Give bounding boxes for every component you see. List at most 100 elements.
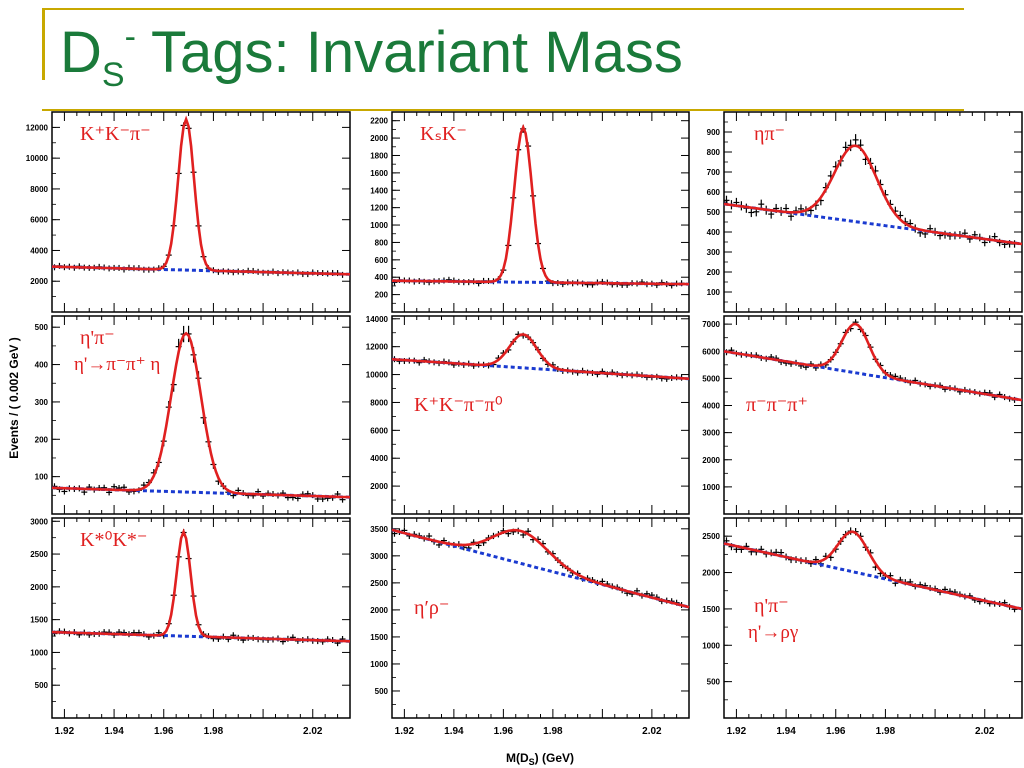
y-axis-label: Events / ( 0.002 GeV ): [7, 337, 21, 458]
ytick-label: 2000: [370, 134, 388, 143]
ytick-label: 600: [707, 188, 721, 197]
decay-label: K*⁰K*⁻: [80, 529, 147, 551]
ytick-label: 1400: [370, 186, 388, 195]
xtick-label: 1.94: [104, 726, 124, 737]
title-rule-left: [42, 8, 45, 80]
panel-3: 100 200 300 400 500 600 700 800 900 ηπ⁻: [707, 111, 1023, 313]
decay-label: KₛK⁻: [420, 123, 467, 145]
ytick-label: 4000: [370, 454, 388, 463]
signal-fit-line: [392, 124, 690, 286]
xtick-label: 1.96: [826, 726, 846, 737]
ytick-label: 800: [375, 238, 389, 247]
title-rule-top: [42, 8, 964, 10]
ytick-label: 1800: [370, 151, 388, 160]
xtick-label: 2.02: [975, 726, 995, 737]
ytick-label: 2000: [30, 583, 48, 592]
xtick-label: 1.96: [154, 726, 174, 737]
panel-2: 200 400 600 800 1000 1200 1400 1600 1800 2000 2200…: [370, 111, 690, 313]
ytick-label: 600: [375, 256, 389, 265]
ytick-label: 1200: [370, 204, 388, 213]
signal-fit-line: [391, 528, 690, 609]
ytick-label: 500: [707, 678, 721, 687]
ytick-label: 6000: [702, 347, 720, 356]
decay-label: η′ρ⁻: [414, 597, 449, 619]
page-title: DS- Tags: Invariant Mass: [60, 18, 683, 94]
plot-frame: [391, 517, 690, 719]
ytick-label: 900: [707, 128, 721, 137]
title-rule-bottom: [42, 109, 964, 111]
signal-fit-line: [391, 333, 690, 380]
decay-sublabel: η'→ργ: [748, 622, 798, 643]
ytick-label: 200: [35, 435, 49, 444]
ytick-label: 1500: [370, 633, 388, 642]
ytick-label: 1000: [370, 221, 388, 230]
ytick-label: 2000: [702, 569, 720, 578]
ytick-label: 2000: [30, 277, 48, 286]
xtick-label: 1.98: [543, 726, 563, 737]
xtick-label: 1.98: [876, 726, 896, 737]
ytick-label: 200: [707, 268, 721, 277]
ytick-label: 1000: [702, 483, 720, 492]
xtick-label: 1.94: [444, 726, 464, 737]
decay-label: π⁻π⁻π⁺: [746, 394, 808, 416]
panel-6: 1000 2000 3000 4000 5000 6000 7000 π⁻π⁻π⁺: [702, 315, 1023, 515]
ytick-label: 4000: [30, 246, 48, 255]
ytick-label: 3000: [30, 517, 48, 526]
ytick-label: 3000: [702, 429, 720, 438]
ytick-label: 400: [35, 361, 49, 370]
ytick-label: 500: [35, 323, 49, 332]
ytick-label: 100: [707, 288, 721, 297]
ytick-label: 400: [375, 273, 389, 282]
ytick-label: 2200: [370, 117, 388, 126]
xtick-label: 1.92: [55, 726, 75, 737]
ytick-label: 100: [35, 473, 49, 482]
ytick-label: 700: [707, 168, 721, 177]
signal-fit-line: [51, 115, 351, 276]
signal-fit-line: [723, 530, 1023, 611]
plot-frame: [391, 315, 690, 515]
x-axis-label: M(DS) (GeV): [506, 751, 574, 767]
ytick-label: 400: [707, 228, 721, 237]
decay-label: ηπ⁻: [754, 123, 785, 145]
ytick-label: 12000: [26, 123, 49, 132]
ytick-label: 8000: [30, 185, 48, 194]
ytick-label: 800: [707, 148, 721, 157]
decay-label: η'π⁻: [80, 327, 115, 349]
decay-sublabel: η'→π⁻π⁺ η: [74, 354, 160, 375]
ytick-label: 12000: [366, 343, 389, 352]
ytick-label: 4000: [702, 402, 720, 411]
ytick-label: 5000: [702, 374, 720, 383]
decay-label: K⁺K⁻π⁻π⁰: [414, 394, 503, 416]
ytick-label: 500: [35, 681, 49, 690]
panel-8: 500 1000 1500 2000 2500 3000 3500 1.92 1.94 1.96 1…: [370, 517, 690, 737]
plot-frame: [723, 315, 1023, 515]
ytick-label: 10000: [366, 371, 389, 380]
xtick-label: 1.92: [727, 726, 747, 737]
ytick-label: 1000: [370, 660, 388, 669]
plot-frame: [51, 517, 351, 719]
xtick-label: 1.96: [494, 726, 514, 737]
plot-frame: [51, 315, 351, 515]
plot-frame: [51, 111, 351, 313]
ytick-label: 500: [375, 687, 389, 696]
plot-frame: [723, 517, 1023, 719]
signal-fit-line: [51, 528, 351, 643]
ytick-label: 1000: [30, 648, 48, 657]
ytick-label: 1000: [702, 641, 720, 650]
ytick-label: 2500: [370, 579, 388, 588]
ytick-label: 2000: [370, 482, 388, 491]
ytick-label: 1500: [702, 605, 720, 614]
decay-label: η'π⁻: [754, 595, 789, 617]
ytick-label: 500: [707, 208, 721, 217]
signal-fit-line: [723, 322, 1023, 402]
ytick-label: 200: [375, 291, 389, 300]
decay-label: K⁺K⁻π⁻: [80, 123, 151, 145]
ytick-label: 3000: [370, 552, 388, 561]
panel-7: 500 1000 1500 2000 2500 3000 1.92 1.94 1.96 1.98 2…: [30, 517, 351, 737]
ytick-label: 300: [707, 248, 721, 257]
xtick-label: 1.94: [776, 726, 796, 737]
ytick-label: 10000: [26, 154, 49, 163]
ytick-label: 1500: [30, 616, 48, 625]
xtick-label: 1.98: [204, 726, 224, 737]
